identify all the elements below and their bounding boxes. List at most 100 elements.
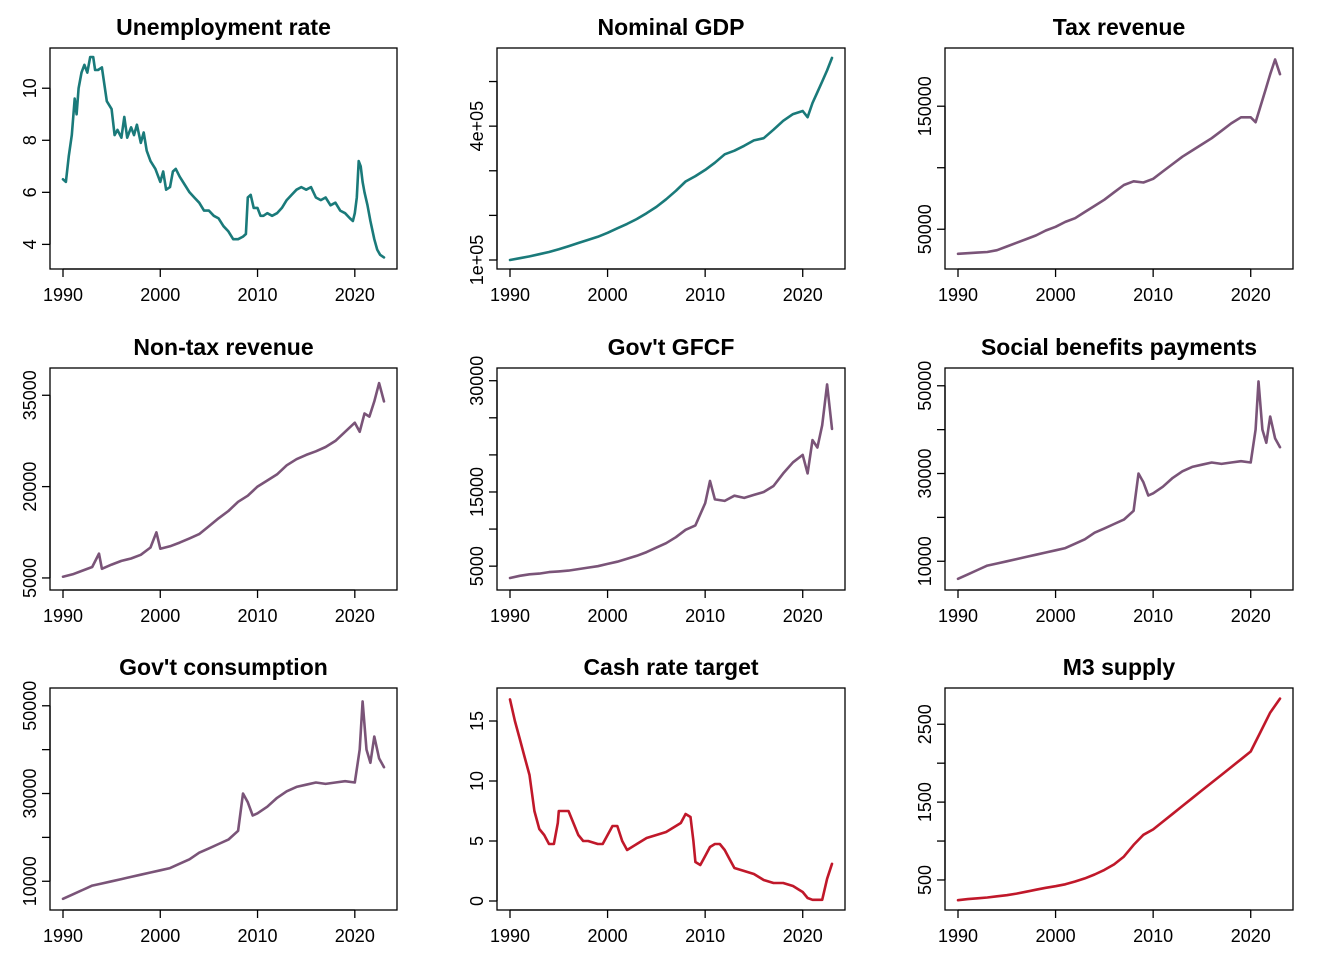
x-tick-label: 2010 bbox=[685, 926, 725, 946]
x-tick-label: 2000 bbox=[1036, 606, 1076, 626]
x-tick-label: 2000 bbox=[588, 926, 628, 946]
chart-cash-rate-target: Cash rate target 1990 2000 2010 2020 0 5 10 15 bbox=[467, 654, 846, 946]
x-axis: 1990 2000 2010 2020 bbox=[490, 589, 823, 626]
y-tick-label: 10 bbox=[467, 771, 487, 791]
x-tick-label: 2000 bbox=[588, 606, 628, 626]
y-tick-label: 4 bbox=[20, 239, 40, 249]
y-tick-label: 5000 bbox=[467, 546, 487, 586]
chart-social-benefits-payments: Social benefits payments 1990 2000 2010 2020… bbox=[915, 334, 1294, 626]
y-tick-label: 15000 bbox=[467, 467, 487, 517]
chart-title: Gov't consumption bbox=[119, 654, 328, 680]
series-line bbox=[61, 381, 386, 579]
y-tick-label: 5 bbox=[467, 836, 487, 846]
plot-frame bbox=[944, 367, 1294, 591]
x-axis: 1990 2000 2010 2020 bbox=[43, 589, 375, 626]
x-tick-label: 1990 bbox=[43, 285, 83, 305]
x-tick-label: 2020 bbox=[783, 606, 823, 626]
x-tick-label: 2020 bbox=[335, 926, 375, 946]
x-tick-label: 1990 bbox=[938, 285, 978, 305]
x-tick-label: 1990 bbox=[490, 285, 530, 305]
y-tick-label: 20000 bbox=[20, 462, 40, 512]
y-tick-label: 10 bbox=[20, 78, 40, 98]
x-axis: 1990 2000 2010 2020 bbox=[43, 909, 375, 946]
x-tick-label: 2010 bbox=[1133, 606, 1173, 626]
chart-title: M3 supply bbox=[1063, 654, 1176, 680]
y-tick-label: 50000 bbox=[915, 204, 935, 254]
x-tick-label: 2020 bbox=[1231, 285, 1271, 305]
chart-title: Non-tax revenue bbox=[133, 334, 313, 360]
x-axis: 1990 2000 2010 2020 bbox=[938, 589, 1271, 626]
y-tick-label: 2500 bbox=[915, 704, 935, 744]
plot-frame bbox=[496, 47, 846, 270]
y-tick-label: 5000 bbox=[20, 558, 40, 598]
x-tick-label: 1990 bbox=[938, 926, 978, 946]
y-tick-label: 35000 bbox=[20, 370, 40, 420]
y-tick-label: 30000 bbox=[467, 356, 487, 406]
x-tick-label: 2020 bbox=[783, 926, 823, 946]
y-tick-label: 50000 bbox=[20, 681, 40, 731]
x-axis: 1990 2000 2010 2020 bbox=[938, 909, 1271, 946]
series-line bbox=[508, 56, 834, 262]
y-tick-label: 0 bbox=[467, 896, 487, 906]
y-tick-label: 30000 bbox=[915, 448, 935, 498]
x-tick-label: 2020 bbox=[335, 606, 375, 626]
y-axis: 0 5 10 15 bbox=[467, 711, 498, 906]
y-axis: 5000 20000 35000 bbox=[20, 370, 51, 598]
x-tick-label: 2010 bbox=[685, 285, 725, 305]
plot-frame bbox=[496, 687, 846, 911]
x-tick-label: 2000 bbox=[1036, 285, 1076, 305]
y-axis: 10000 30000 50000 bbox=[915, 361, 946, 586]
chart-title: Nominal GDP bbox=[598, 14, 745, 40]
y-tick-label: 8 bbox=[20, 135, 40, 145]
x-tick-label: 2000 bbox=[588, 285, 628, 305]
series-line bbox=[61, 700, 386, 901]
x-tick-label: 2020 bbox=[783, 285, 823, 305]
x-tick-label: 2000 bbox=[140, 285, 180, 305]
x-tick-label: 1990 bbox=[938, 606, 978, 626]
y-tick-label: 1500 bbox=[915, 782, 935, 822]
x-tick-label: 1990 bbox=[490, 606, 530, 626]
plot-frame bbox=[49, 687, 398, 911]
series-line bbox=[956, 58, 1282, 256]
x-tick-label: 2010 bbox=[238, 606, 278, 626]
y-tick-label: 4e+05 bbox=[467, 101, 487, 152]
x-tick-label: 2010 bbox=[238, 285, 278, 305]
plot-frame bbox=[496, 367, 846, 591]
series-line bbox=[956, 697, 1282, 902]
chart-title: Unemployment rate bbox=[116, 14, 331, 40]
series-line bbox=[61, 55, 386, 259]
chart-title: Social benefits payments bbox=[981, 334, 1257, 360]
x-tick-label: 2010 bbox=[685, 606, 725, 626]
y-tick-label: 15 bbox=[467, 711, 487, 731]
x-tick-label: 1990 bbox=[490, 926, 530, 946]
y-axis: 5000 15000 30000 bbox=[467, 356, 498, 586]
x-tick-label: 2020 bbox=[335, 285, 375, 305]
chart-unemployment-rate: Unemployment rate 1990 2000 2010 2020 4 6 8 10 bbox=[20, 14, 398, 305]
y-tick-label: 10000 bbox=[20, 856, 40, 906]
y-axis: 50000 150000 bbox=[915, 76, 946, 254]
chart-gov-t-consumption: Gov't consumption 1990 2000 2010 2020 10000 30… bbox=[20, 654, 398, 946]
x-axis: 1990 2000 2010 2020 bbox=[43, 268, 375, 305]
x-axis: 1990 2000 2010 2020 bbox=[490, 268, 823, 305]
series-line bbox=[956, 380, 1282, 581]
chart-gov-t-gfcf: Gov't GFCF 1990 2000 2010 2020 5000 15000 30000 bbox=[467, 334, 846, 626]
chart-title: Tax revenue bbox=[1053, 14, 1186, 40]
chart-nominal-gdp: Nominal GDP 1990 2000 2010 2020 1e+05 4e+05 bbox=[467, 14, 846, 305]
x-tick-label: 2010 bbox=[1133, 285, 1173, 305]
x-tick-label: 2020 bbox=[1231, 926, 1271, 946]
x-tick-label: 2020 bbox=[1231, 606, 1271, 626]
x-tick-label: 2010 bbox=[1133, 926, 1173, 946]
series-line bbox=[508, 698, 834, 902]
y-tick-label: 30000 bbox=[20, 768, 40, 818]
y-axis: 4 6 8 10 bbox=[20, 78, 51, 249]
chart-non-tax-revenue: Non-tax revenue 1990 2000 2010 2020 5000 20000… bbox=[20, 334, 398, 626]
y-tick-label: 500 bbox=[915, 865, 935, 895]
series-line bbox=[508, 383, 834, 580]
chart-title: Gov't GFCF bbox=[608, 334, 735, 360]
x-axis: 1990 2000 2010 2020 bbox=[490, 909, 823, 946]
plot-frame bbox=[944, 47, 1294, 270]
x-tick-label: 2000 bbox=[140, 926, 180, 946]
chart-tax-revenue: Tax revenue 1990 2000 2010 2020 50000 150000 bbox=[915, 14, 1294, 305]
y-tick-label: 10000 bbox=[915, 536, 935, 586]
